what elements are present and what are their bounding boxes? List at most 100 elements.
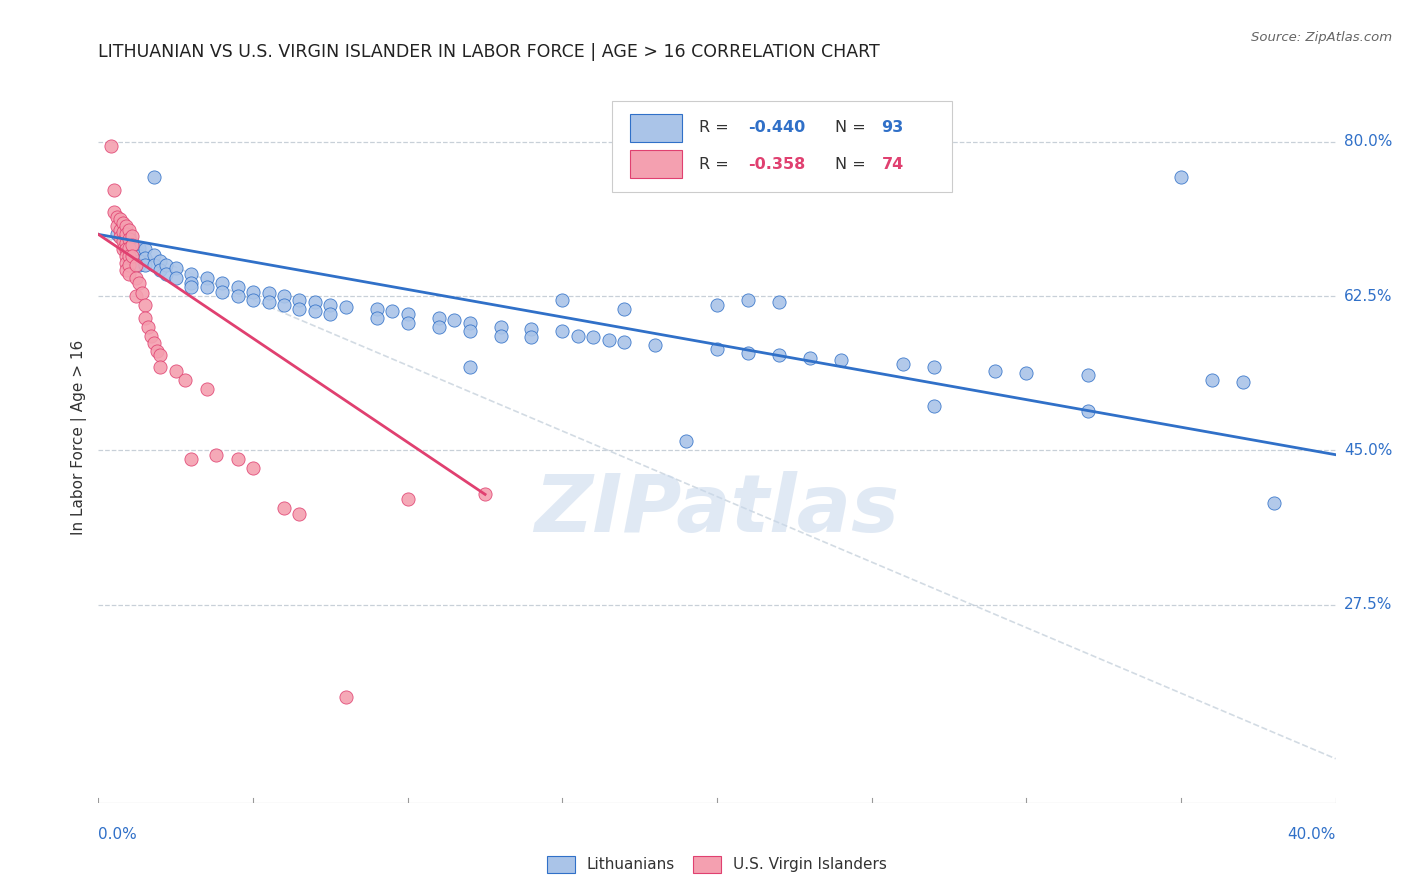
Point bbox=[644, 337, 666, 351]
Point bbox=[211, 285, 233, 299]
Point bbox=[458, 324, 481, 338]
FancyBboxPatch shape bbox=[612, 101, 952, 192]
Point bbox=[108, 212, 131, 227]
Text: 45.0%: 45.0% bbox=[1344, 442, 1392, 458]
Point bbox=[737, 293, 759, 308]
Point bbox=[288, 302, 311, 317]
Point bbox=[675, 434, 697, 449]
Point bbox=[427, 320, 450, 334]
Point bbox=[1201, 373, 1223, 387]
Point bbox=[146, 343, 169, 358]
Text: 27.5%: 27.5% bbox=[1344, 597, 1392, 612]
Point bbox=[242, 461, 264, 475]
Point bbox=[112, 227, 135, 242]
Point bbox=[112, 225, 135, 239]
Text: 74: 74 bbox=[882, 157, 904, 172]
Point bbox=[242, 285, 264, 299]
Text: 93: 93 bbox=[882, 120, 904, 136]
Point bbox=[567, 328, 589, 343]
Point bbox=[598, 333, 620, 347]
Point bbox=[105, 227, 128, 242]
Point bbox=[112, 243, 135, 257]
Point bbox=[134, 298, 156, 312]
Point bbox=[551, 293, 574, 308]
Point bbox=[143, 170, 166, 185]
Point bbox=[134, 311, 156, 326]
Text: -0.440: -0.440 bbox=[748, 120, 806, 136]
Point bbox=[205, 448, 228, 462]
Point bbox=[1170, 170, 1192, 185]
Point bbox=[105, 219, 128, 233]
Text: Source: ZipAtlas.com: Source: ZipAtlas.com bbox=[1251, 31, 1392, 45]
Point bbox=[128, 249, 150, 263]
Point bbox=[984, 364, 1007, 378]
Text: N =: N = bbox=[835, 157, 870, 172]
Point bbox=[335, 300, 357, 314]
Point bbox=[304, 295, 326, 310]
Point bbox=[174, 373, 197, 387]
Point bbox=[103, 205, 125, 219]
Point bbox=[105, 210, 128, 224]
Point bbox=[474, 487, 496, 501]
Point bbox=[180, 267, 202, 281]
Point bbox=[211, 276, 233, 290]
Point bbox=[195, 271, 218, 285]
Point bbox=[195, 382, 218, 396]
Point bbox=[115, 256, 138, 270]
Point bbox=[489, 328, 512, 343]
Point bbox=[136, 320, 159, 334]
Point bbox=[458, 316, 481, 330]
Point bbox=[226, 452, 249, 467]
Point bbox=[115, 243, 138, 257]
Point bbox=[922, 399, 945, 413]
Point bbox=[118, 243, 141, 257]
Point bbox=[115, 262, 138, 277]
Text: LITHUANIAN VS U.S. VIRGIN ISLANDER IN LABOR FORCE | AGE > 16 CORRELATION CHART: LITHUANIAN VS U.S. VIRGIN ISLANDER IN LA… bbox=[98, 44, 880, 62]
Point bbox=[273, 500, 295, 515]
Point bbox=[520, 321, 543, 335]
Point bbox=[112, 234, 135, 248]
Point bbox=[124, 289, 146, 303]
Point bbox=[180, 276, 202, 290]
Point bbox=[366, 302, 388, 317]
Point bbox=[118, 249, 141, 263]
Point bbox=[121, 249, 143, 263]
Point bbox=[165, 271, 187, 285]
Point bbox=[108, 230, 131, 244]
Point bbox=[520, 330, 543, 344]
Point bbox=[1232, 375, 1254, 389]
Point bbox=[427, 311, 450, 326]
Point bbox=[121, 241, 143, 255]
Point bbox=[489, 320, 512, 334]
Point bbox=[149, 359, 172, 374]
Point bbox=[613, 334, 636, 349]
Text: N =: N = bbox=[835, 120, 870, 136]
Point bbox=[257, 295, 280, 310]
Point bbox=[121, 249, 143, 263]
Text: 40.0%: 40.0% bbox=[1288, 827, 1336, 841]
Point bbox=[124, 249, 146, 263]
Point bbox=[143, 258, 166, 272]
FancyBboxPatch shape bbox=[630, 114, 682, 142]
Point bbox=[242, 293, 264, 308]
Y-axis label: In Labor Force | Age > 16: In Labor Force | Age > 16 bbox=[72, 340, 87, 534]
Point bbox=[165, 364, 187, 378]
Point bbox=[799, 351, 821, 365]
Point bbox=[149, 348, 172, 362]
Point bbox=[737, 346, 759, 360]
Point bbox=[108, 223, 131, 237]
Point bbox=[257, 286, 280, 301]
Point bbox=[115, 232, 138, 246]
Point bbox=[124, 253, 146, 268]
Point bbox=[121, 236, 143, 251]
Point bbox=[288, 507, 311, 521]
Point bbox=[118, 267, 141, 281]
Point bbox=[319, 307, 342, 321]
Point bbox=[134, 251, 156, 265]
Point bbox=[273, 289, 295, 303]
Point bbox=[118, 238, 141, 252]
Point bbox=[195, 280, 218, 294]
Point bbox=[273, 298, 295, 312]
Point bbox=[115, 227, 138, 242]
Point bbox=[134, 258, 156, 272]
